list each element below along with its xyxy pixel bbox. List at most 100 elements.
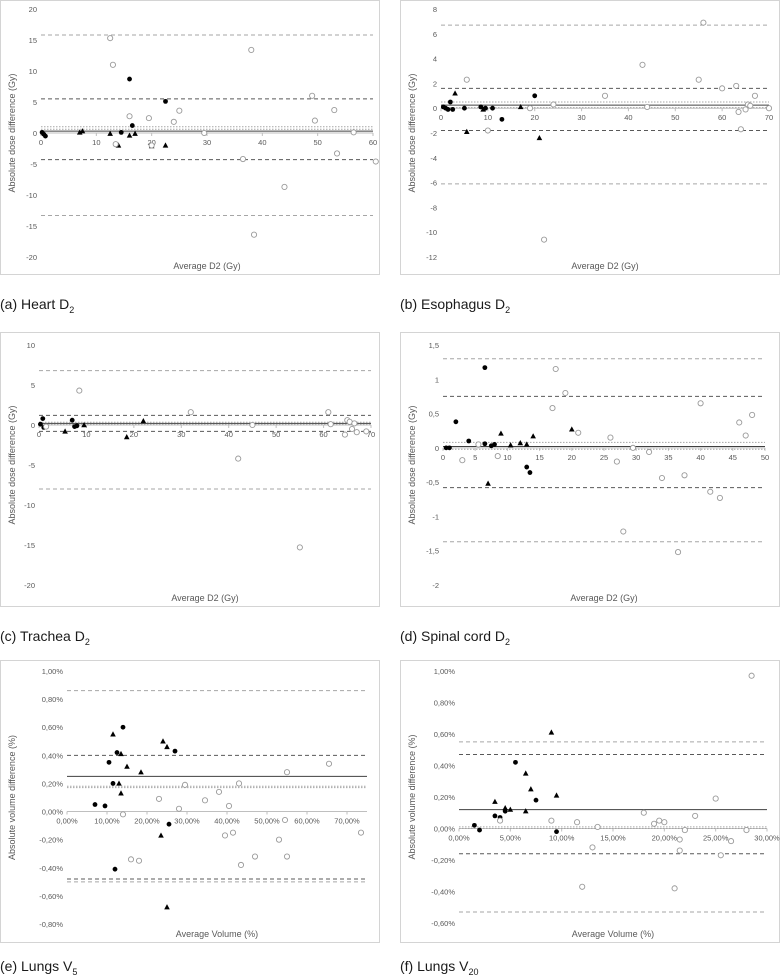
point-filled-circles xyxy=(172,748,178,754)
point-open-circles xyxy=(325,760,333,767)
y-tick-label: 0,5 xyxy=(429,410,439,419)
point-open-circles xyxy=(248,46,255,53)
point-open-circles xyxy=(589,844,596,851)
x-tick-label: 0 xyxy=(441,453,445,462)
y-tick-label: 0,00% xyxy=(434,825,456,834)
point-filled-circles xyxy=(466,438,472,444)
point-open-circles xyxy=(601,92,609,99)
x-tick-label: 50 xyxy=(313,138,321,147)
point-open-circles xyxy=(251,853,259,860)
point-open-circles xyxy=(562,389,569,397)
point-open-circles xyxy=(594,823,601,830)
point-filled-circles xyxy=(43,133,48,139)
x-tick-label: 20 xyxy=(568,453,576,462)
x-tick-label: 10 xyxy=(92,138,100,147)
point-open-circles xyxy=(221,832,229,839)
point-open-circles xyxy=(676,847,683,854)
point-open-circles xyxy=(497,817,504,824)
point-open-circles xyxy=(574,819,581,826)
point-filled-circles xyxy=(513,759,518,765)
y-tick-label: 20 xyxy=(29,5,37,14)
point-open-circles xyxy=(751,92,758,99)
y-tick-label: -0,5 xyxy=(426,478,439,487)
point-open-circles xyxy=(119,811,127,818)
point-open-circles xyxy=(127,856,135,863)
x-tick-label: 10 xyxy=(503,453,511,462)
x-tick-label: 5 xyxy=(473,453,477,462)
x-tick-label: 20 xyxy=(531,113,539,122)
point-open-circles xyxy=(494,453,501,460)
point-open-circles xyxy=(640,809,647,816)
point-open-circles xyxy=(235,455,242,462)
y-tick-label: 1 xyxy=(435,375,439,384)
y-tick-label: 0,60% xyxy=(42,723,64,732)
point-open-circles xyxy=(145,115,152,122)
point-filled-circles xyxy=(524,464,530,470)
point-open-circles xyxy=(327,421,334,428)
point-filled-circles xyxy=(92,802,98,807)
y-tick-label: 0 xyxy=(31,421,35,430)
point-open-circles xyxy=(675,549,682,556)
x-tick-label: 70,00% xyxy=(334,817,360,826)
point-open-circles xyxy=(170,118,177,125)
y-tick-label: 1,00% xyxy=(42,667,64,676)
point-filled-circles xyxy=(490,105,495,111)
point-filled-circles xyxy=(472,822,477,828)
y-axis-title: Absolute volume difference (%) xyxy=(407,735,417,860)
point-filled-circles xyxy=(38,421,43,427)
y-axis-title: Absolute dose difference (Gy) xyxy=(7,74,17,193)
point-filled-circles xyxy=(112,866,118,872)
point-open-circles xyxy=(43,423,50,430)
point-open-circles xyxy=(579,883,586,890)
point-open-circles xyxy=(249,421,256,429)
x-tick-label: 10,00% xyxy=(94,817,120,826)
y-tick-label: -0,20% xyxy=(431,856,455,865)
point-open-circles xyxy=(201,797,209,804)
point-triangles xyxy=(132,130,138,136)
caption-trachea-d2: (c) Trachea D2 xyxy=(0,628,90,647)
point-open-circles xyxy=(548,817,555,824)
point-triangles xyxy=(485,480,491,486)
x-tick-label: 15,00% xyxy=(600,834,626,843)
y-tick-label: -0,40% xyxy=(431,888,455,897)
point-triangles xyxy=(164,743,170,750)
point-filled-circles xyxy=(482,365,488,371)
point-open-circles xyxy=(700,19,707,26)
point-open-circles xyxy=(676,836,683,843)
x-tick-label: 60 xyxy=(319,430,327,439)
x-tick-label: 40 xyxy=(225,430,233,439)
point-open-circles xyxy=(112,141,119,148)
chart-panel-spinal-cord-d2: -2 -1,5 -1 -0,5 0 0,5 1 1,5 0 5 10 15 20 25 30 35 40 45 50… xyxy=(400,332,780,607)
point-triangles xyxy=(452,90,458,96)
point-open-circles xyxy=(237,861,245,869)
point-open-circles xyxy=(475,441,482,448)
point-open-circles xyxy=(201,129,208,137)
point-filled-circles xyxy=(527,470,533,475)
x-tick-label: 30 xyxy=(632,453,640,462)
point-open-circles xyxy=(309,92,316,99)
point-triangles xyxy=(158,832,164,838)
y-tick-label: 6 xyxy=(433,30,437,39)
y-tick-label: -10 xyxy=(26,191,37,200)
point-open-circles xyxy=(175,805,183,812)
caption-text: (b) Esophagus D xyxy=(400,296,506,312)
y-tick-label: -5 xyxy=(28,461,35,470)
point-open-circles xyxy=(712,795,719,802)
caption-lungs-v5: (e) Lungs V5 xyxy=(0,958,77,977)
x-axis-title: Average D2 (Gy) xyxy=(171,593,238,603)
point-open-circles xyxy=(363,428,370,435)
point-open-circles xyxy=(353,429,360,436)
x-tick-label: 0 xyxy=(439,113,443,122)
point-filled-circles xyxy=(532,93,538,99)
point-open-circles xyxy=(341,431,348,438)
y-tick-label: 4 xyxy=(433,55,437,64)
point-filled-circles xyxy=(74,423,80,429)
chart-heart-d2: -20-15-10-5051015200102030405060Average … xyxy=(7,5,379,271)
x-tick-label: 30 xyxy=(177,430,185,439)
point-open-circles xyxy=(748,672,755,679)
y-tick-label: 0 xyxy=(33,129,37,138)
x-tick-label: 0 xyxy=(37,430,41,439)
y-tick-label: -8 xyxy=(430,203,437,212)
x-axis-title: Average Volume (%) xyxy=(176,929,258,939)
